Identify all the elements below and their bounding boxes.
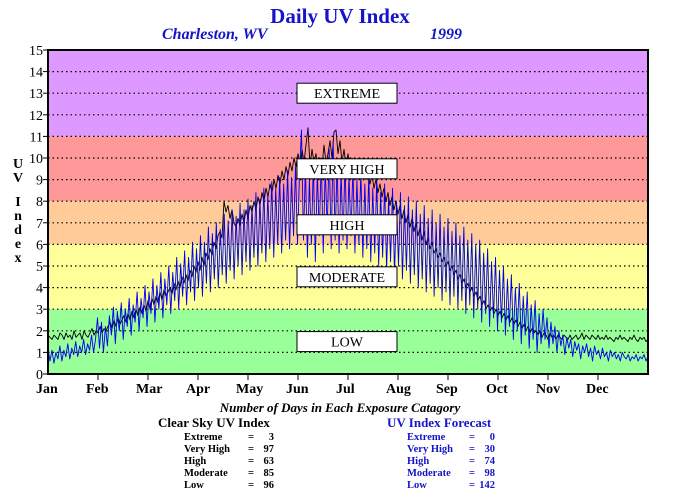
equals-sign: = bbox=[469, 468, 475, 479]
month-label: Aug bbox=[386, 382, 411, 397]
band-label-low: LOW bbox=[331, 336, 364, 351]
clear-sky-summary-title: Clear Sky UV Index bbox=[158, 415, 270, 430]
band-label-extreme: EXTREME bbox=[314, 87, 380, 102]
year-label: 1999 bbox=[430, 26, 462, 43]
month-label: Jan bbox=[36, 382, 58, 397]
forecast-row-extreme: Extreme = 0 bbox=[407, 432, 511, 444]
y-tick-label: 10 bbox=[29, 152, 43, 167]
month-label: May bbox=[236, 382, 263, 397]
band-label-high: HIGH bbox=[330, 219, 365, 234]
category-name: High bbox=[184, 456, 207, 467]
band-label-very-high: VERY HIGH bbox=[309, 163, 384, 178]
equals-sign: = bbox=[469, 444, 475, 455]
y-tick-label: 12 bbox=[29, 109, 43, 124]
forecast-series-line bbox=[47, 129, 649, 364]
band-label-high-box bbox=[296, 214, 398, 236]
category-name: Very High bbox=[407, 444, 453, 455]
y-tick-label: 9 bbox=[36, 174, 43, 189]
month-label: Apr bbox=[186, 382, 210, 397]
forecast-row-very-high: Very High = 30 bbox=[407, 444, 511, 456]
forecast-row-high: High = 74 bbox=[407, 456, 511, 468]
month-label: Mar bbox=[136, 382, 162, 397]
y-axis-label-letter: d bbox=[14, 223, 22, 238]
forecast-row-moderate: Moderate = 98 bbox=[407, 468, 511, 480]
category-value: 85 bbox=[263, 468, 275, 479]
equals-sign: = bbox=[248, 456, 254, 467]
band-label-moderate-box bbox=[296, 266, 398, 288]
y-tick-label: 2 bbox=[36, 325, 43, 340]
clear-sky-row-low: Low = 96 bbox=[184, 480, 296, 492]
forecast-summary-title: UV Index Forecast bbox=[387, 415, 492, 430]
location-label: Charleston, WV bbox=[162, 26, 268, 43]
y-tick-label: 5 bbox=[36, 260, 43, 275]
month-label: Nov bbox=[536, 382, 560, 397]
category-name: Low bbox=[407, 480, 427, 491]
band-label-moderate: MODERATE bbox=[309, 271, 385, 286]
equals-sign: = bbox=[469, 480, 475, 491]
y-tick-label: 1 bbox=[36, 346, 43, 361]
clear-sky-row-very-high: Very High = 97 bbox=[184, 444, 296, 456]
category-value: 63 bbox=[263, 456, 275, 467]
category-name: High bbox=[407, 456, 430, 467]
forecast-row-low: Low = 142 bbox=[407, 480, 511, 492]
clear-sky-row-high: High = 63 bbox=[184, 456, 296, 468]
forecast-summary: UV Index Forecast Extreme = 0 Very High = 30… bbox=[387, 415, 495, 492]
y-tick-label: 6 bbox=[36, 238, 43, 253]
y-tick-label: 3 bbox=[36, 303, 43, 318]
y-axis-label-letter: e bbox=[15, 237, 21, 252]
band-label-low-box bbox=[296, 331, 398, 353]
equals-sign: = bbox=[248, 480, 254, 491]
category-name: Extreme bbox=[184, 432, 223, 443]
band-label-extreme-box bbox=[296, 82, 398, 104]
month-label: Jun bbox=[286, 382, 309, 397]
month-label: Feb bbox=[86, 382, 109, 397]
y-axis-label-letter: n bbox=[14, 209, 22, 224]
equals-sign: = bbox=[248, 468, 254, 479]
category-name: Moderate bbox=[184, 468, 228, 479]
y-tick-label: 14 bbox=[29, 66, 43, 81]
month-label: Jul bbox=[336, 382, 355, 397]
y-axis-label-letter: U bbox=[13, 157, 23, 172]
y-tick-label: 7 bbox=[36, 217, 43, 232]
y-tick-label: 4 bbox=[36, 282, 43, 297]
category-value: 96 bbox=[263, 480, 275, 491]
category-name: Moderate bbox=[407, 468, 451, 479]
clear-sky-row-moderate: Moderate = 85 bbox=[184, 468, 296, 480]
equals-sign: = bbox=[248, 444, 254, 455]
category-value: 30 bbox=[484, 444, 496, 455]
month-label: Sep bbox=[436, 382, 458, 397]
days-caption: Number of Days in Each Exposure Catagory bbox=[219, 400, 461, 415]
y-axis-label-letter: x bbox=[15, 251, 22, 266]
category-value: 74 bbox=[484, 456, 496, 467]
category-value: 97 bbox=[263, 444, 275, 455]
category-value: 0 bbox=[489, 432, 495, 443]
y-tick-label: 11 bbox=[30, 130, 43, 145]
y-axis-label-letter: I bbox=[15, 195, 20, 210]
clear-sky-summary: Clear Sky UV Index Extreme = 3 Very High = 9… bbox=[158, 415, 274, 492]
category-name: Extreme bbox=[407, 432, 446, 443]
category-value: 3 bbox=[268, 432, 274, 443]
category-name: Low bbox=[184, 480, 204, 491]
y-axis-label-letter: V bbox=[13, 171, 23, 186]
y-tick-label: 0 bbox=[36, 368, 43, 383]
clear-sky-row-extreme: Extreme = 3 bbox=[184, 432, 296, 444]
equals-sign: = bbox=[469, 432, 475, 443]
chart-title: Daily UV Index bbox=[270, 4, 410, 28]
month-label: Oct bbox=[486, 382, 508, 397]
category-name: Very High bbox=[184, 444, 230, 455]
band-label-very-high-box bbox=[296, 158, 398, 180]
category-value: 142 bbox=[479, 480, 495, 491]
equals-sign: = bbox=[248, 432, 254, 443]
y-tick-label: 15 bbox=[29, 44, 43, 59]
month-label: Dec bbox=[586, 382, 609, 397]
equals-sign: = bbox=[469, 456, 475, 467]
y-tick-label: 8 bbox=[36, 195, 43, 210]
y-tick-label: 13 bbox=[29, 87, 43, 102]
category-value: 98 bbox=[484, 468, 496, 479]
